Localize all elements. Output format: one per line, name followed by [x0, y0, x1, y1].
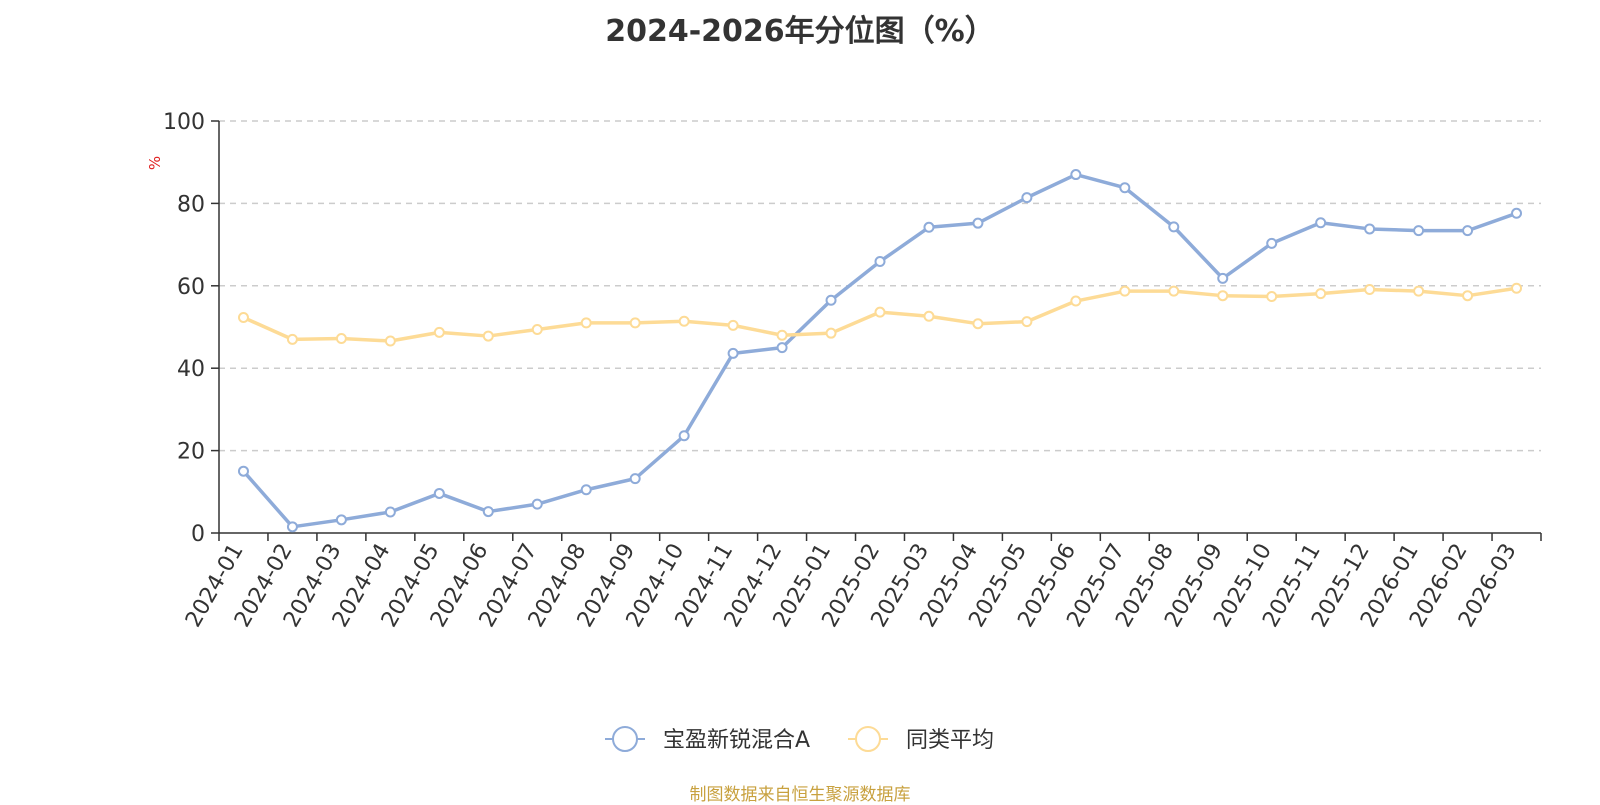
legend-marker-icon [855, 726, 881, 752]
data-point[interactable] [1315, 288, 1327, 300]
data-point[interactable] [531, 498, 543, 510]
series-line [242, 172, 1518, 529]
data-point[interactable] [482, 330, 494, 342]
data-point[interactable] [1266, 237, 1278, 249]
series-lines [237, 169, 1523, 533]
data-point[interactable] [874, 255, 886, 267]
y-axis-label: % [146, 156, 164, 170]
legend-item-0[interactable]: 宝盈新锐混合A [605, 726, 810, 753]
data-point[interactable] [1168, 221, 1180, 233]
source-note: 制图数据来自恒生聚源数据库 [689, 785, 911, 805]
data-point[interactable] [531, 323, 543, 335]
y-tick-labels: 0 20 40 60 80 100 [163, 110, 205, 547]
data-point[interactable] [825, 294, 837, 306]
data-point[interactable] [1168, 285, 1180, 297]
data-point[interactable] [923, 310, 935, 322]
legend-marker-icon [612, 726, 638, 752]
series-1 [237, 282, 1523, 347]
y-tick-label: 100 [163, 110, 205, 135]
data-point[interactable] [1217, 272, 1229, 284]
data-point[interactable] [972, 217, 984, 229]
data-point[interactable] [1315, 217, 1327, 229]
data-point[interactable] [1511, 282, 1523, 294]
y-tick-label: 20 [177, 440, 205, 465]
data-point[interactable] [286, 521, 298, 533]
data-point[interactable] [727, 347, 739, 359]
data-point[interactable] [482, 506, 494, 518]
legend[interactable]: 宝盈新锐混合A 同类平均 [605, 726, 994, 753]
data-point[interactable] [678, 430, 690, 442]
data-point[interactable] [1511, 207, 1523, 219]
data-point[interactable] [237, 312, 249, 324]
data-point[interactable] [580, 484, 592, 496]
data-point[interactable] [1462, 290, 1474, 302]
data-point[interactable] [384, 506, 396, 518]
series-0 [237, 169, 1523, 533]
data-point[interactable] [629, 473, 641, 485]
data-point[interactable] [286, 333, 298, 345]
data-point[interactable] [629, 317, 641, 329]
data-point[interactable] [335, 514, 347, 526]
data-point[interactable] [1119, 285, 1131, 297]
data-point[interactable] [923, 221, 935, 233]
data-point[interactable] [678, 315, 690, 327]
data-point[interactable] [1364, 223, 1376, 235]
data-point[interactable] [1217, 290, 1229, 302]
data-point[interactable] [727, 319, 739, 331]
data-point[interactable] [1070, 295, 1082, 307]
legend-item-1[interactable]: 同类平均 [848, 726, 994, 753]
x-tick-labels: 2024-012024-022024-032024-042024-052024-… [181, 540, 1522, 632]
data-point[interactable] [776, 329, 788, 341]
legend-label-1: 同类平均 [906, 728, 994, 753]
data-point[interactable] [1266, 291, 1278, 303]
data-point[interactable] [1413, 285, 1425, 297]
data-point[interactable] [1462, 225, 1474, 237]
data-point[interactable] [1021, 192, 1033, 204]
y-tick-label: 0 [191, 522, 205, 547]
data-point[interactable] [1119, 182, 1131, 194]
data-point[interactable] [580, 317, 592, 329]
data-point[interactable] [1021, 316, 1033, 328]
data-point[interactable] [433, 326, 445, 338]
y-tick-label: 80 [177, 192, 205, 217]
axes [211, 120, 1542, 541]
data-point[interactable] [335, 333, 347, 345]
chart-title: 2024-2026年分位图（%） [605, 14, 995, 49]
data-point[interactable] [237, 465, 249, 477]
data-point[interactable] [1364, 284, 1376, 296]
y-tick-label: 60 [177, 275, 205, 300]
data-point[interactable] [433, 487, 445, 499]
data-point[interactable] [384, 335, 396, 347]
grid-lines [219, 120, 1541, 452]
data-point[interactable] [825, 327, 837, 339]
legend-label-0: 宝盈新锐混合A [663, 728, 810, 753]
y-tick-label: 40 [177, 357, 205, 382]
data-point[interactable] [1413, 225, 1425, 237]
data-point[interactable] [874, 306, 886, 318]
data-point[interactable] [776, 342, 788, 354]
data-point[interactable] [972, 318, 984, 330]
data-point[interactable] [1070, 169, 1082, 181]
